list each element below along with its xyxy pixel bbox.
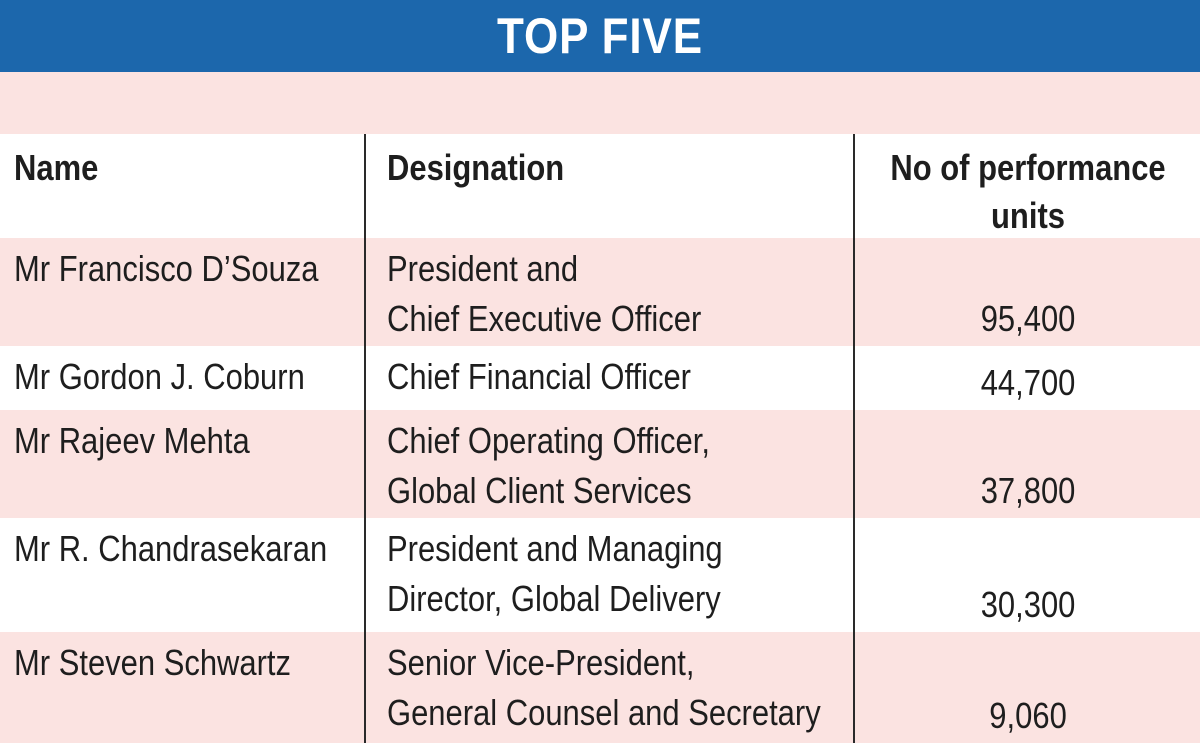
table-row: Mr Rajeev Mehta Chief Operating Officer,… (0, 410, 1200, 518)
table-row: Mr Gordon J. Coburn Chief Financial Offi… (0, 346, 1200, 410)
table-row: Mr R. Chandrasekaran President and Manag… (0, 518, 1200, 632)
header-designation: Designation (387, 147, 565, 188)
cell-units: 30,300 (980, 584, 1076, 625)
table-row: Mr Francisco D’Souza President and Chief… (0, 238, 1200, 346)
header-units: No of performance units (890, 147, 1166, 236)
cell-designation: President and Chief Executive Officer (387, 248, 702, 339)
table-title: TOP FIVE (497, 8, 703, 64)
cell-units: 37,800 (980, 470, 1076, 511)
table-row: Mr Steven Schwartz Senior Vice-President… (0, 632, 1200, 743)
column-divider (364, 134, 366, 743)
header-name: Name (14, 147, 99, 188)
cell-name: Mr Francisco D’Souza (14, 248, 319, 289)
cell-units: 44,700 (980, 362, 1076, 403)
cell-designation: Chief Operating Officer, Global Client S… (387, 420, 710, 511)
cell-units: 9,060 (989, 695, 1067, 736)
cell-designation: Senior Vice-President, General Counsel a… (387, 642, 821, 733)
cell-name: Mr Steven Schwartz (14, 642, 292, 683)
cell-designation: President and Managing Director, Global … (387, 528, 723, 619)
title-banner: TOP FIVE (0, 0, 1200, 72)
cell-units: 95,400 (980, 298, 1076, 339)
cell-name: Mr R. Chandrasekaran (14, 528, 328, 569)
cell-designation: Chief Financial Officer (387, 356, 691, 397)
cell-name: Mr Gordon J. Coburn (14, 356, 305, 397)
header-row: Name Designation No of performance units (0, 134, 1200, 238)
column-divider (853, 134, 855, 743)
cell-name: Mr Rajeev Mehta (14, 420, 250, 461)
title-spacer-band (0, 72, 1200, 134)
